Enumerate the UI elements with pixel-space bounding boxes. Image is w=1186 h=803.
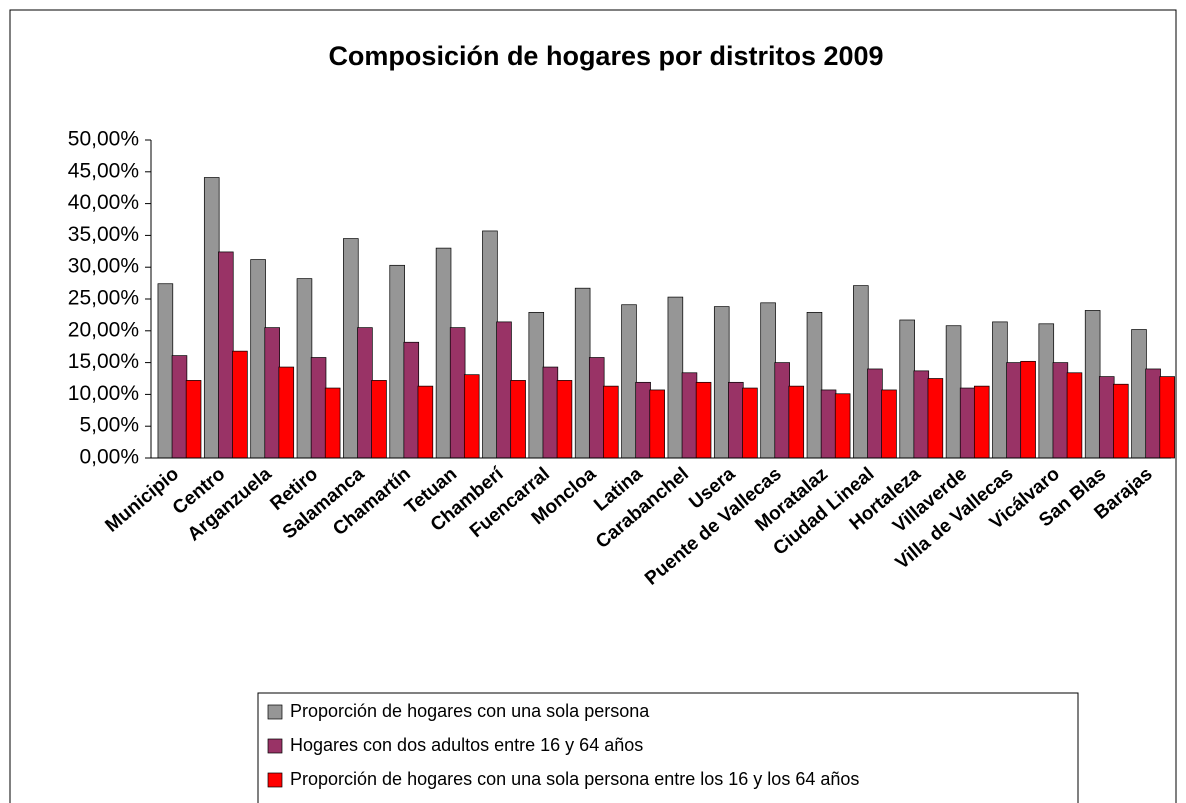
bar [742, 387, 758, 459]
bar [621, 304, 637, 459]
legend-swatch [267, 738, 283, 754]
y-tick-label: 50,00% [68, 128, 139, 151]
bar [250, 259, 266, 459]
bar [1020, 360, 1036, 459]
bar [435, 247, 452, 459]
y-tick-label: 0,00% [79, 446, 139, 469]
bar [203, 177, 220, 459]
bar [296, 278, 313, 459]
y-tick-label: 45,00% [68, 159, 139, 182]
bar [542, 366, 559, 459]
bar [1052, 362, 1069, 459]
bar [417, 385, 434, 459]
legend-label: Hogares con dos adultos entre 16 y 64 añ… [290, 735, 643, 755]
bar [357, 327, 373, 459]
bar [1066, 372, 1083, 459]
bar [449, 327, 466, 459]
bar [528, 312, 545, 459]
bar [635, 381, 651, 459]
bar [556, 380, 573, 459]
bar [1084, 310, 1101, 459]
y-tick-label: 30,00% [68, 255, 139, 278]
bar [959, 387, 976, 459]
y-tick-label: 15,00% [68, 350, 139, 373]
bar [820, 389, 837, 459]
bar [371, 380, 387, 459]
legend-label: Proporción de hogares con una sola perso… [290, 769, 859, 789]
bar [588, 357, 605, 459]
bar [157, 283, 174, 459]
y-tick-label: 10,00% [68, 382, 139, 405]
bar [264, 327, 280, 459]
bar [945, 325, 962, 459]
y-tick-label: 5,00% [79, 414, 139, 437]
bar [728, 381, 744, 459]
bar [1113, 383, 1129, 459]
bar [713, 306, 730, 459]
bar [310, 357, 327, 459]
bar [278, 366, 295, 459]
bar [218, 251, 234, 459]
bar [1038, 323, 1055, 459]
bar [913, 370, 930, 459]
bar [1006, 362, 1022, 459]
bar [603, 385, 619, 459]
bar [574, 287, 591, 459]
bar [185, 380, 202, 459]
bar [881, 389, 897, 459]
bar [760, 302, 776, 459]
bar [992, 321, 1008, 459]
bar [834, 393, 851, 459]
bar [1098, 376, 1115, 459]
bar [463, 374, 480, 459]
legend-swatch [267, 772, 283, 788]
bar [774, 362, 790, 459]
bar [1131, 329, 1147, 459]
legend-box [257, 692, 1079, 803]
bar [973, 385, 990, 459]
bar [806, 312, 823, 459]
bar [324, 387, 341, 459]
y-tick-label: 20,00% [68, 318, 139, 341]
bar [389, 264, 405, 459]
legend-swatch [267, 704, 283, 720]
bar [788, 385, 805, 459]
legend: Proporción de hogares con una sola perso… [257, 692, 1079, 803]
bar [899, 319, 915, 459]
bar [232, 350, 248, 459]
bar [649, 389, 665, 459]
bar [482, 230, 498, 459]
y-tick-label: 25,00% [68, 287, 139, 310]
bar [510, 380, 526, 459]
bar [681, 372, 698, 459]
legend-label: Proporción de hogares con una sola perso… [290, 701, 650, 721]
bar [343, 238, 359, 459]
bar [1159, 376, 1175, 459]
bar [667, 296, 684, 459]
bar [496, 321, 512, 459]
chart-title: Composición de hogares por distritos 200… [328, 41, 883, 71]
y-tick-label: 40,00% [68, 191, 139, 214]
bar [1145, 368, 1161, 459]
bar [927, 378, 944, 459]
bar [171, 355, 188, 459]
y-tick-label: 35,00% [68, 223, 139, 246]
bar [853, 285, 869, 459]
bar [403, 341, 420, 459]
bar [695, 381, 712, 459]
bar [867, 368, 883, 459]
